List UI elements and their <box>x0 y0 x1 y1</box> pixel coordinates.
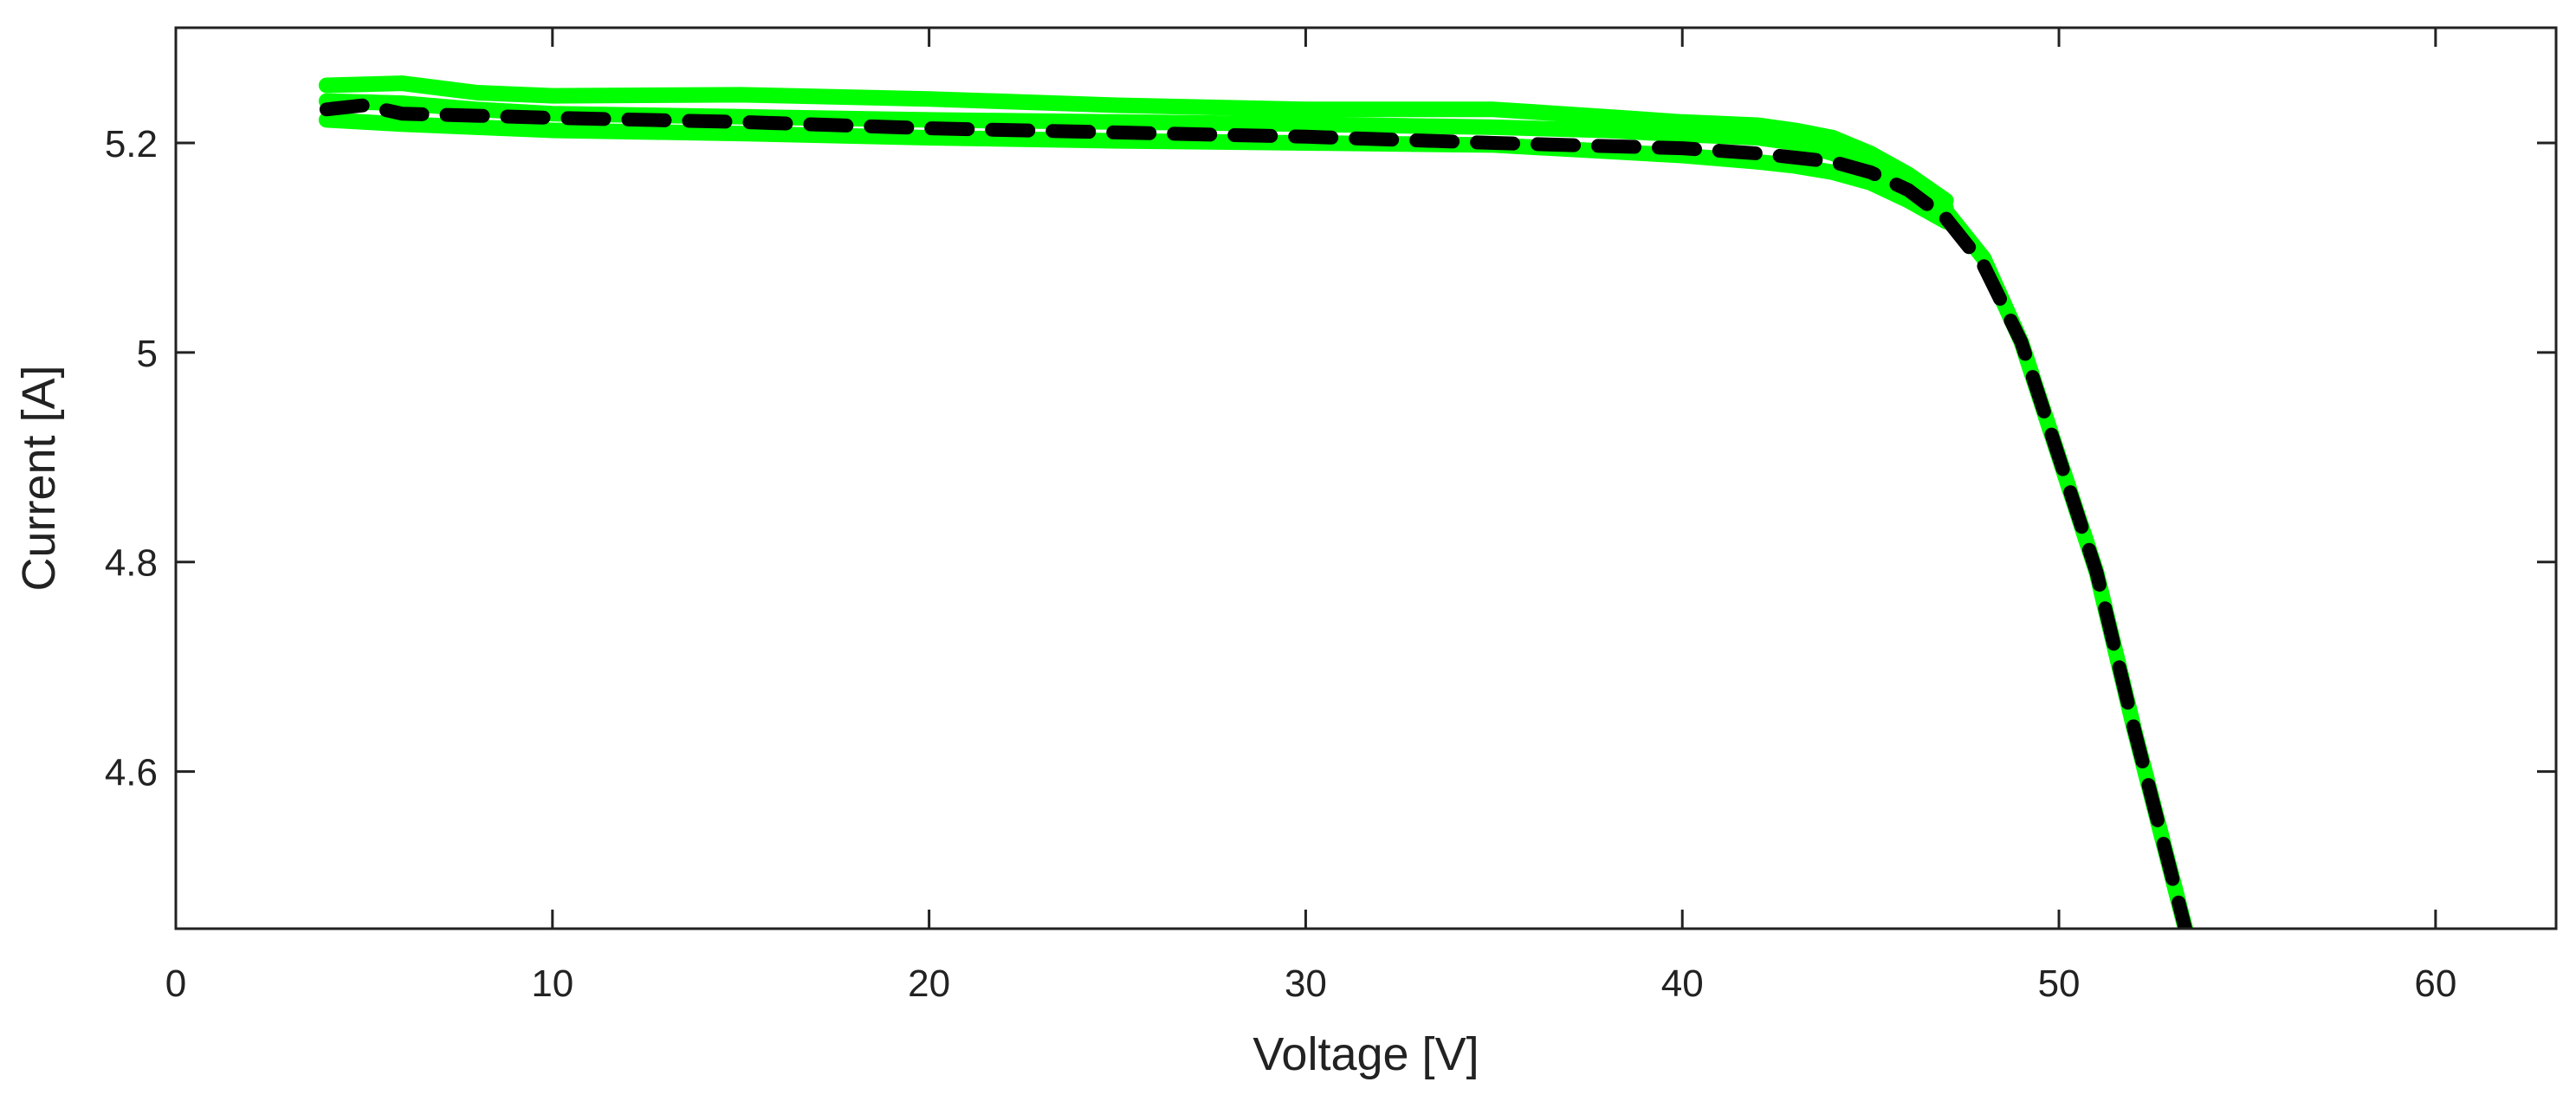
model-curve <box>319 98 2193 929</box>
x-tick-label: 30 <box>1285 962 1327 1005</box>
y-tick-label: 4.6 <box>105 752 158 794</box>
y-tick-label: 4.8 <box>105 542 158 585</box>
x-axis-ticks: 0 10 20 30 40 50 60 <box>165 28 2456 1005</box>
x-tick-label: 50 <box>2038 962 2081 1005</box>
plot-frame <box>174 26 2558 930</box>
x-tick-label: 0 <box>165 962 186 1005</box>
x-axis-label: Voltage [V] <box>1252 1028 1479 1080</box>
y-tick-label: 5 <box>137 333 158 375</box>
x-tick-label: 40 <box>1661 962 1704 1005</box>
y-tick-label: 5.2 <box>105 123 158 165</box>
x-tick-label: 20 <box>908 962 950 1005</box>
y-axis-ticks: 4.6 4.8 5 5.2 <box>105 123 2556 794</box>
series-layer <box>318 75 2194 929</box>
x-tick-label: 60 <box>2414 962 2456 1005</box>
measured-curve <box>318 75 1954 209</box>
y-axis-label: Current [A] <box>13 365 65 591</box>
plot-background <box>176 28 2556 929</box>
x-tick-label: 10 <box>531 962 573 1005</box>
